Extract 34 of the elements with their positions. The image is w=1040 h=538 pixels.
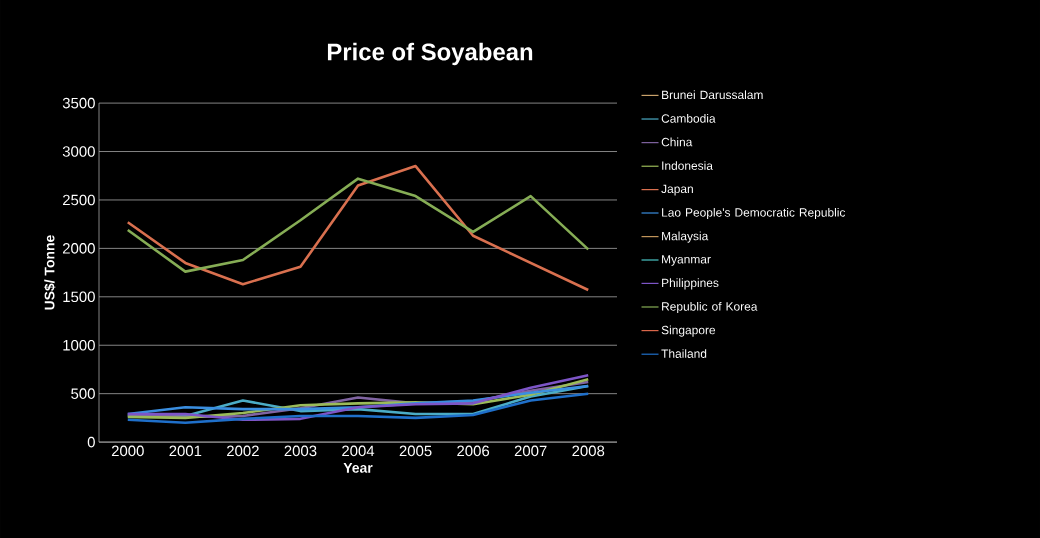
- legend-label: Cambodia: [661, 113, 716, 123]
- legend-label: Japan: [661, 184, 693, 196]
- legend-label: Philippines: [662, 278, 719, 290]
- legend-label: Malaysia: [662, 231, 709, 243]
- legend-label: Indonesia: [662, 161, 713, 170]
- x-tick-label: 2001: [169, 445, 202, 457]
- y-tick-label: 3500: [62, 97, 95, 109]
- x-axis-title: Year: [343, 463, 373, 473]
- legend-label: Singapore: [661, 325, 716, 337]
- legend-label: Lao People's Democratic Republic: [662, 207, 846, 220]
- chart-title: Price of Soyabean: [327, 42, 533, 66]
- y-tick-label: 0: [87, 436, 95, 448]
- y-tick-label: 2000: [62, 243, 95, 254]
- x-tick-label: 2007: [514, 445, 547, 457]
- y-tick-label: 500: [71, 388, 95, 399]
- y-tick-label: 3000: [62, 146, 95, 157]
- y-tick-label: 1500: [63, 291, 95, 303]
- line-series: [126, 392, 590, 425]
- x-tick-label: 2000: [111, 445, 144, 457]
- legend-label: Republic of Korea: [662, 301, 758, 314]
- line-series: [126, 177, 590, 273]
- x-tick-label: 2008: [572, 445, 605, 457]
- x-tick-label: 2004: [342, 445, 375, 457]
- y-tick-label: 2500: [62, 194, 95, 206]
- x-tick-label: 2002: [227, 445, 259, 457]
- x-tick-label: 2005: [399, 445, 432, 457]
- x-tick-label: 2003: [284, 445, 317, 457]
- y-axis-title: US$/ Tonne: [44, 235, 56, 310]
- y-tick-label: 1000: [63, 339, 95, 351]
- legend-label: Myanmar: [662, 255, 711, 266]
- legend-label: Thailand: [661, 349, 707, 358]
- legend-label: Brunei Darussalam: [662, 90, 763, 100]
- x-tick-label: 2006: [457, 445, 490, 457]
- legend-label: China: [661, 137, 693, 147]
